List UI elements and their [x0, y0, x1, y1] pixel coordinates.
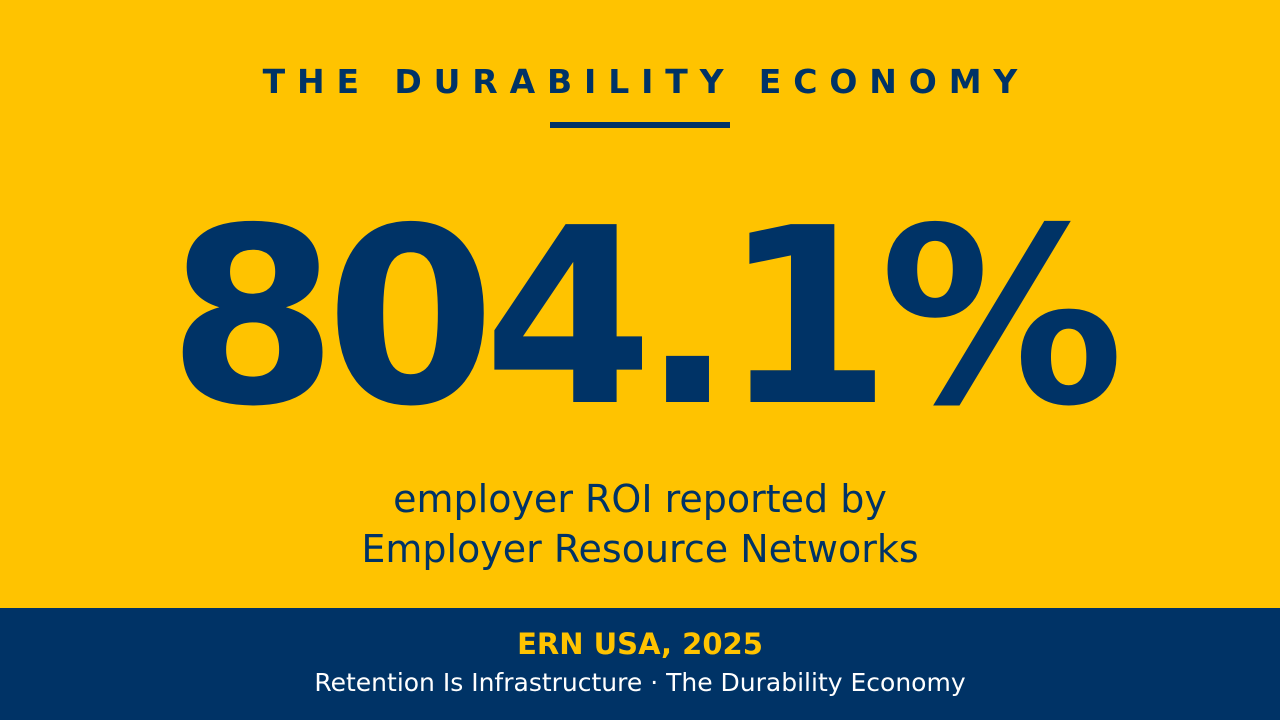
footer-tagline: Retention Is Infrastructure · The Durabi…	[314, 668, 966, 697]
caption-line: employer ROI reported by	[393, 477, 887, 521]
title: THE DURABILITY ECONOMY	[262, 62, 1030, 101]
footer-band	[0, 608, 1280, 720]
footer-source: ERN USA, 2025	[517, 627, 763, 661]
stat-caption: employer ROI reported by Employer Resour…	[0, 474, 1280, 574]
stat-value: 804.1%	[167, 176, 1124, 460]
caption-line: Employer Resource Networks	[361, 527, 919, 571]
title-underline	[550, 122, 730, 128]
